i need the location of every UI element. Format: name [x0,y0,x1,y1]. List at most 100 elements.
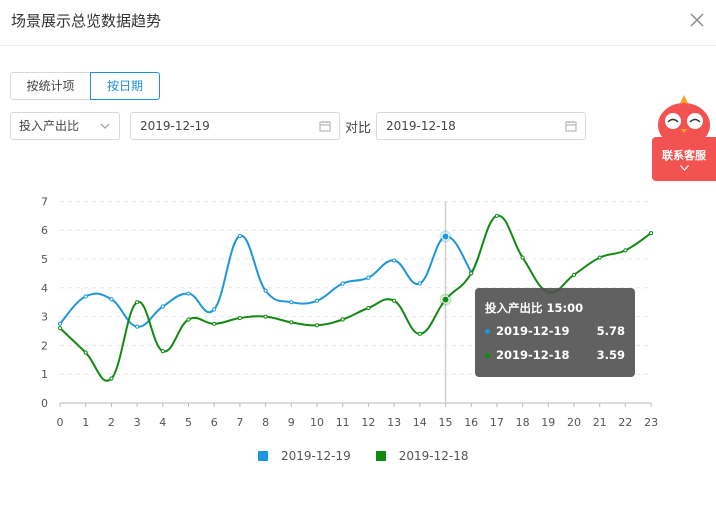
calendar-icon [319,121,331,132]
compare-label: 对比 [345,121,372,136]
chart-tooltip: 投入产出比 15:00 2019-12-19 5.78 2019-12-18 3… [475,288,635,377]
x-tick-label: 12 [361,416,375,429]
dialog-title: 场景展示总览数据趋势 [11,12,162,30]
x-tick-label: 6 [211,416,218,429]
metric-select[interactable]: 投入产出比 [10,112,120,140]
data-point [392,258,397,263]
data-point [57,326,63,331]
series-dot-icon [485,353,490,358]
data-point [392,298,397,303]
chevron-down-icon [680,165,689,171]
series-line-1 [59,234,473,328]
data-point [571,272,577,277]
y-tick-label: 1 [41,368,48,381]
tooltip-row: 2019-12-18 3.59 [485,348,625,364]
x-tick-label: 0 [57,416,64,429]
data-point [135,300,140,305]
chart-legend: 2019-12-19 2019-12-18 [258,448,494,464]
data-point [520,255,525,260]
close-icon[interactable] [688,11,706,29]
y-tick-label: 6 [41,224,48,237]
tab-by-metric[interactable]: 按统计项 [10,72,91,100]
data-point [186,291,191,296]
data-point [417,281,422,286]
x-tick-label: 2 [108,416,115,429]
data-point [597,255,602,260]
legend-swatch [375,451,386,461]
view-mode-tabs: 按统计项 按日期 [10,72,160,100]
tab-by-date[interactable]: 按日期 [90,72,160,100]
legend-item-series2[interactable]: 2019-12-18 [375,448,469,464]
calendar-icon [565,121,577,132]
data-point [494,213,499,218]
data-point [57,321,63,326]
x-tick-label: 9 [288,416,295,429]
data-point [160,349,165,354]
tooltip-title: 投入产出比 15:00 [485,301,584,315]
data-point [417,331,422,336]
x-tick-label: 21 [593,416,607,429]
y-tick-label: 7 [41,195,48,208]
data-point [340,317,345,322]
x-tick-label: 15 [439,416,453,429]
data-point [366,305,371,311]
x-tick-label: 22 [618,416,632,429]
data-point [263,314,268,319]
data-point [289,320,294,325]
mascot-icon [658,95,710,145]
data-point [212,307,217,312]
date-picker-primary-value: 2019-12-19 [140,119,210,133]
x-tick-label: 3 [134,416,141,429]
chevron-down-icon [100,123,110,129]
date-picker-compare[interactable]: 2019-12-18 [376,112,586,140]
data-point [314,323,320,328]
legend-label: 2019-12-19 [281,449,351,463]
date-picker-primary[interactable]: 2019-12-19 [130,112,340,140]
highlight-point [441,232,450,241]
data-point [623,248,628,253]
x-tick-label: 5 [185,416,192,429]
x-tick-label: 18 [516,416,530,429]
x-tick-label: 1 [82,416,89,429]
tooltip-row-value: 3.59 [596,348,625,362]
x-tick-label: 10 [310,416,324,429]
data-point [135,324,140,329]
y-tick-label: 3 [41,311,48,324]
legend-swatch [258,451,268,461]
dialog-header: 场景展示总览数据趋势 [0,0,716,46]
tooltip-row-date: 2019-12-19 [496,324,570,338]
y-tick-label: 4 [41,282,48,295]
data-point [83,294,88,299]
x-tick-label: 17 [490,416,504,429]
x-tick-label: 19 [541,416,555,429]
x-tick-label: 16 [464,416,478,429]
data-point [186,317,191,322]
customer-service-label: 联系客服 [662,149,706,162]
x-tick-label: 4 [159,416,166,429]
data-point [649,230,654,236]
x-tick-label: 20 [567,416,581,429]
data-point [109,297,114,302]
y-tick-label: 2 [41,339,48,352]
data-point [109,376,114,381]
customer-service-widget[interactable]: 联系客服 [652,95,716,181]
data-point [263,288,268,293]
data-point [237,315,242,321]
series-dot-icon [485,329,490,334]
tooltip-row-value: 5.78 [596,324,625,338]
data-point [366,275,371,280]
y-tick-label: 5 [41,253,48,266]
data-point [289,300,294,305]
legend-item-series1[interactable]: 2019-12-19 [258,448,351,464]
data-point [469,271,474,276]
data-point [212,321,217,326]
y-tick-label: 0 [41,397,48,410]
x-tick-label: 7 [236,416,243,429]
data-point [237,233,242,239]
x-tick-label: 13 [387,416,401,429]
metric-select-value: 投入产出比 [19,119,80,133]
data-point [83,350,88,355]
data-point [340,281,345,286]
x-tick-label: 14 [413,416,427,429]
